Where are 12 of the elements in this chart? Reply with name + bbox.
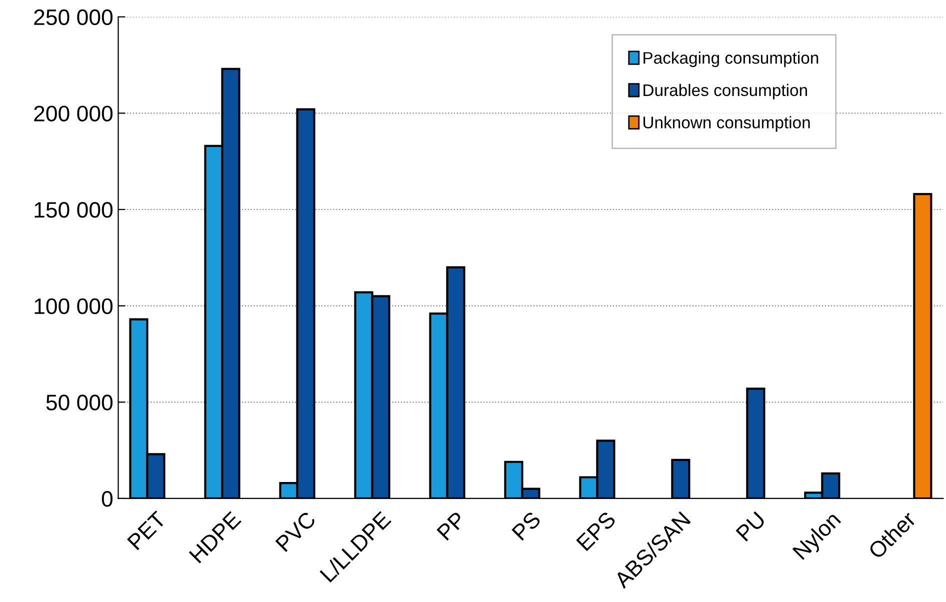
- y-tick-label: 100 000: [34, 298, 113, 314]
- x-tick-label: PS: [511, 510, 542, 541]
- y-tick-label: 50 000: [46, 394, 113, 410]
- legend-label: Packaging consumption: [644, 52, 818, 68]
- y-tick-label: 150 000: [34, 202, 113, 218]
- x-tick-label: PU: [736, 511, 766, 542]
- y-tick-label: 0: [102, 490, 113, 507]
- legend-label: Unknown consumption: [644, 116, 810, 132]
- y-tick-label: 250 000: [34, 9, 113, 26]
- x-tick-label: PP: [436, 510, 466, 541]
- y-tick-label: 200 000: [34, 106, 113, 122]
- legend-label: Durables consumption: [644, 84, 807, 100]
